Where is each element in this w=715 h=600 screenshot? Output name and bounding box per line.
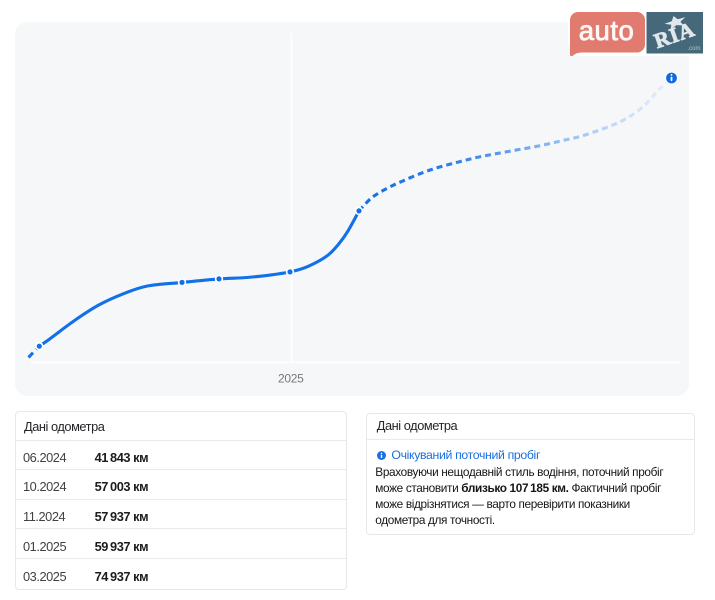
svg-text:2025: 2025 bbox=[278, 372, 304, 386]
svg-text:.com: .com bbox=[687, 46, 700, 52]
svg-text:auto: auto bbox=[579, 15, 635, 46]
